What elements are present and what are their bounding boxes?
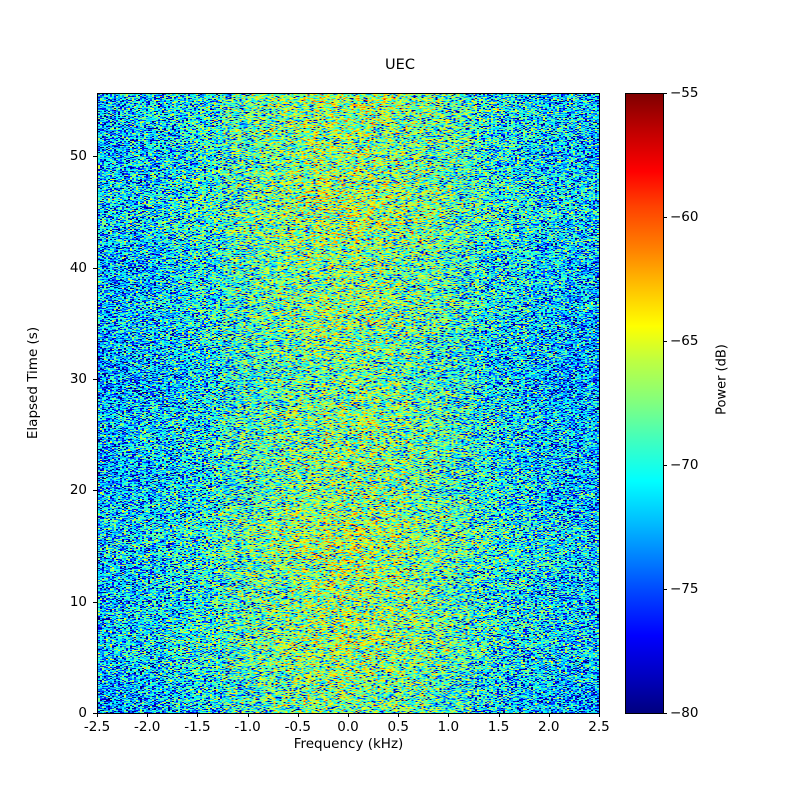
- x-tick-label: 1.0: [437, 719, 460, 735]
- x-tick-mark: [548, 713, 550, 717]
- x-axis-label: Frequency (kHz): [293, 736, 404, 752]
- x-tick-mark: [599, 713, 600, 717]
- colorbar-tick-mark: [663, 465, 667, 466]
- colorbar-label: Power (dB): [714, 344, 730, 415]
- x-tick-mark: [197, 713, 199, 717]
- x-tick-label: 0.5: [387, 719, 409, 735]
- y-tick-mark: [93, 379, 97, 381]
- colorbar-tick-mark: [663, 589, 667, 590]
- colorbar-tick-label: −70: [670, 457, 699, 473]
- colorbar-tick-mark: [663, 713, 667, 714]
- x-tick-mark: [147, 713, 149, 717]
- x-tick-label: -1.5: [184, 719, 211, 735]
- x-tick-mark: [448, 713, 450, 717]
- x-tick-label: 1.5: [487, 719, 510, 735]
- spectrogram-axes: [97, 93, 600, 714]
- y-tick-label: 0: [78, 705, 87, 721]
- x-tick-mark: [348, 713, 349, 717]
- x-tick-mark: [398, 713, 400, 717]
- x-tick-label: -1.0: [234, 719, 261, 735]
- x-tick-label: 2.5: [588, 719, 610, 735]
- colorbar-tick-mark: [663, 217, 667, 218]
- spectrogram-heatmap: [98, 94, 599, 713]
- colorbar-tick-label: −75: [670, 581, 699, 597]
- y-tick-mark: [93, 267, 97, 269]
- y-tick-label: 30: [69, 371, 87, 388]
- x-tick-mark: [297, 713, 299, 717]
- colorbar-tick-label: −60: [670, 209, 699, 225]
- x-tick-label: -2.0: [134, 719, 161, 735]
- colorbar-tick-label: −65: [670, 333, 699, 349]
- x-tick-mark: [97, 713, 98, 717]
- x-tick-label: 0.0: [337, 719, 359, 735]
- y-tick-mark: [93, 601, 97, 603]
- colorbar-tick-mark: [663, 341, 667, 342]
- title-line-station: UEC: [385, 57, 415, 73]
- y-axis-label: Elapsed Time (s): [25, 326, 41, 440]
- y-tick-label: 20: [69, 482, 87, 499]
- y-tick-mark: [93, 713, 97, 714]
- x-tick-label: -0.5: [284, 719, 311, 735]
- x-tick-mark: [498, 713, 500, 717]
- power-colorbar: [625, 93, 664, 714]
- y-tick-label: 50: [69, 148, 87, 165]
- y-tick-label: 10: [69, 593, 87, 610]
- y-tick-mark: [93, 156, 97, 158]
- y-tick-mark: [93, 490, 97, 492]
- colorbar-tick-label: −55: [670, 85, 699, 101]
- x-tick-label: -2.5: [83, 719, 111, 735]
- x-tick-mark: [247, 713, 249, 717]
- colorbar-tick-label: −80: [670, 705, 699, 721]
- y-tick-label: 40: [69, 259, 87, 276]
- x-tick-label: 2.0: [538, 719, 560, 735]
- colorbar-tick-mark: [663, 93, 667, 94]
